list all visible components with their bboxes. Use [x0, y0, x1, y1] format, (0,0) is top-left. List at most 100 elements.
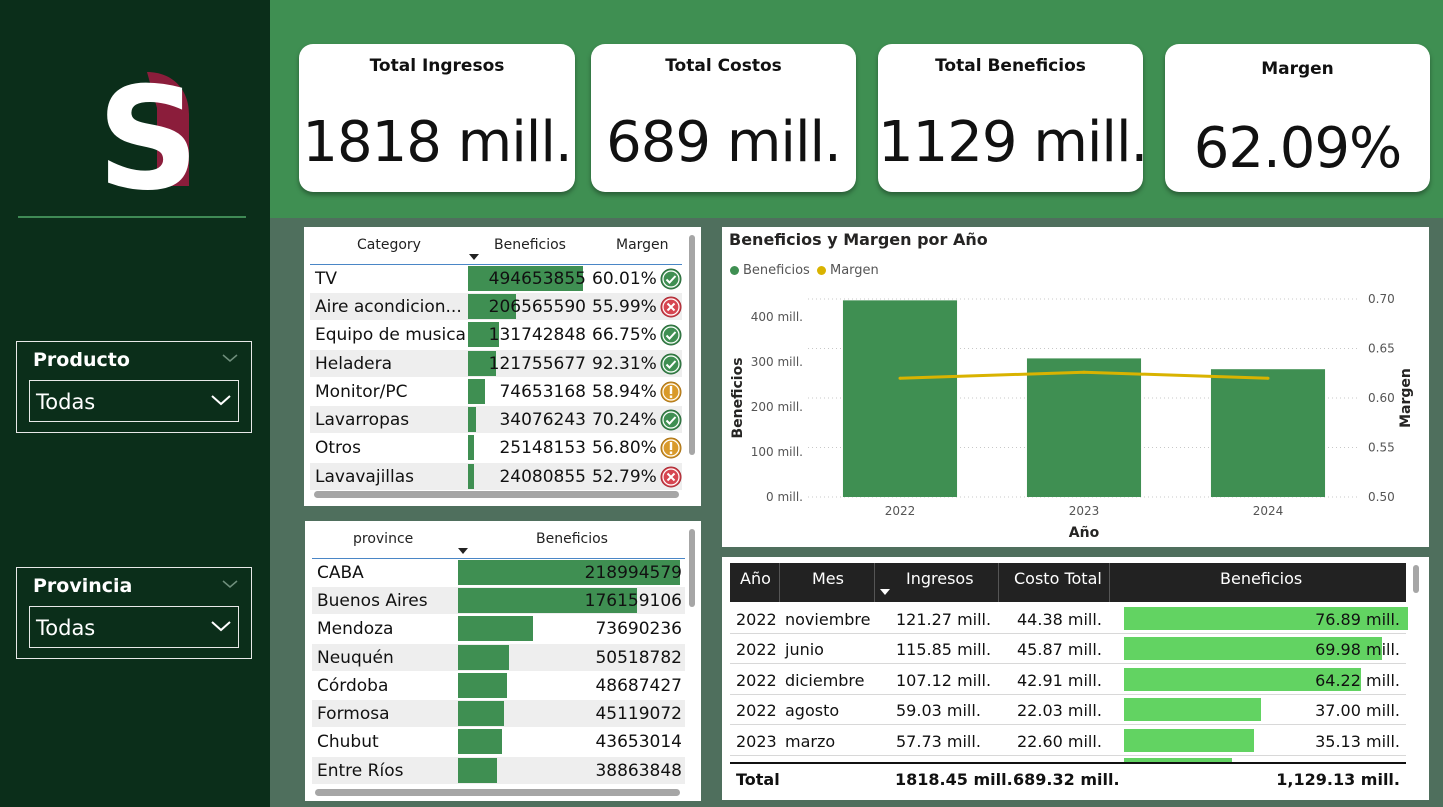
category-name: TV — [315, 269, 338, 289]
province-name: Córdoba — [317, 676, 389, 696]
table-row[interactable]: Mendoza 73690236 — [312, 615, 685, 642]
beneficios-value: 206565590 — [488, 297, 586, 317]
column-header-ingresos[interactable]: Ingresos — [906, 569, 974, 588]
chevron-down-icon[interactable] — [210, 619, 232, 633]
check-icon — [660, 268, 682, 290]
chevron-down-icon[interactable] — [210, 393, 232, 407]
beneficios-value: 73690236 — [595, 619, 682, 639]
margen-value: 70.24% — [592, 410, 657, 430]
margen-point-2022 — [898, 376, 902, 380]
x-tick-label: 2024 — [1253, 504, 1284, 518]
y-tick-label: 0 mill. — [766, 490, 803, 504]
legend-label: Beneficios — [743, 263, 810, 278]
provincia-dropdown[interactable]: Todas — [29, 606, 239, 648]
column-header-beneficios[interactable]: Beneficios — [494, 237, 566, 253]
horizontal-scrollbar[interactable] — [314, 491, 679, 498]
column-separator — [998, 563, 999, 602]
warning-icon — [660, 381, 682, 403]
month-cell: diciembre — [785, 671, 865, 690]
vertical-scrollbar[interactable] — [689, 235, 695, 455]
column-header-category[interactable]: Category — [357, 237, 421, 253]
province-rows: CABA 218994579 Buenos Aires 176159106 Mend… — [312, 559, 685, 785]
data-bar — [1124, 668, 1362, 691]
table-row[interactable]: TV 494653855 60.01% — [310, 265, 682, 292]
legend-item-margen[interactable]: Margen — [817, 263, 879, 278]
beneficios-cell: 34076243 — [468, 406, 586, 433]
total-costo: 689.32 mill. — [1013, 770, 1120, 789]
column-header-province[interactable]: province — [353, 531, 414, 547]
beneficios-value: 34076243 — [499, 410, 586, 430]
table-row[interactable]: Otros 25148153 56.80% — [310, 434, 682, 461]
beneficios-value: 50518782 — [595, 648, 682, 668]
column-header-year[interactable]: Año — [740, 569, 771, 588]
table-row[interactable]: Neuquén 50518782 — [312, 644, 685, 671]
beneficios-value: 218994579 — [584, 563, 682, 583]
beneficios-cell: 73690236 — [458, 615, 682, 642]
table-row[interactable]: 2023 marzo 57.73 mill. 22.60 mill. 35.13 mil… — [730, 726, 1406, 756]
chevron-down-icon[interactable] — [221, 352, 239, 364]
column-header-margen[interactable]: Margen — [616, 237, 669, 253]
kpi-value: 1818 mill. — [302, 110, 572, 175]
monthly-table-header: Año Mes Ingresos Costo Total Beneficios — [730, 563, 1406, 602]
y2-tick-label: 0.65 — [1368, 342, 1395, 356]
kpi-label: Total Ingresos — [369, 56, 505, 76]
table-row[interactable]: Aire acondicion... 206565590 55.99% — [310, 293, 682, 320]
table-row[interactable]: 2022 diciembre 107.12 mill. 42.91 mill. 64.2… — [730, 665, 1406, 695]
kpi-value: 62.09% — [1193, 116, 1403, 181]
beneficios-cell: 43653014 — [458, 728, 682, 755]
province-name: Mendoza — [317, 619, 394, 639]
table-row[interactable]: Chubut 43653014 — [312, 728, 685, 755]
beneficios-value: 24080855 — [499, 467, 586, 487]
table-row[interactable]: Formosa 45119072 — [312, 700, 685, 727]
category-name: Lavarropas — [315, 410, 410, 430]
y2-axis-label: Margen — [1398, 368, 1414, 428]
y-tick-label: 300 mill. — [751, 355, 803, 369]
beneficios-cell: 121755677 — [468, 350, 586, 377]
category-rows: TV 494653855 60.01% Aire acondicion... 2065… — [310, 265, 682, 491]
table-row[interactable]: Heladera 121755677 92.31% — [310, 350, 682, 377]
vertical-scrollbar[interactable] — [689, 529, 695, 607]
legend-item-beneficios[interactable]: Beneficios — [730, 263, 810, 278]
kpi-card-beneficios[interactable]: Total Beneficios 1129 mill. — [878, 44, 1148, 192]
category-name: Heladera — [315, 354, 393, 374]
horizontal-scrollbar[interactable] — [315, 789, 680, 796]
data-bar — [458, 588, 637, 613]
chevron-down-icon[interactable] — [221, 578, 239, 590]
beneficios-value: 38863848 — [595, 761, 682, 781]
table-row[interactable]: Lavarropas 34076243 70.24% — [310, 406, 682, 433]
kpi-label: Total Costos — [665, 56, 782, 76]
provincia-dropdown-value: Todas — [36, 616, 96, 640]
table-row[interactable]: Buenos Aires 176159106 — [312, 587, 685, 614]
beneficios-cell: 45119072 — [458, 700, 682, 727]
column-header-beneficios[interactable]: Beneficios — [536, 531, 608, 547]
table-row[interactable]: CABA 218994579 — [312, 559, 685, 586]
table-row[interactable]: Equipo de musica 131742848 66.75% — [310, 321, 682, 348]
kpi-card-costos[interactable]: Total Costos 689 mill. — [591, 44, 856, 192]
vertical-scrollbar[interactable] — [1413, 565, 1419, 593]
warning-icon — [660, 437, 682, 459]
header-underline — [312, 558, 685, 559]
sidebar: S Producto Todas Provincia Todas — [0, 0, 270, 807]
category-name: Lavavajillas — [315, 467, 415, 487]
producto-dropdown[interactable]: Todas — [29, 380, 239, 422]
table-row[interactable]: 2022 noviembre 121.27 mill. 44.38 mill. 76.8… — [730, 604, 1408, 634]
table-row[interactable]: Monitor/PC 74653168 58.94% — [310, 378, 682, 405]
table-row[interactable]: Córdoba 48687427 — [312, 672, 685, 699]
table-row[interactable]: Entre Ríos 38863848 — [312, 757, 685, 784]
check-icon — [660, 409, 682, 431]
ingresos-cell: 115.85 mill. — [896, 640, 992, 659]
legend-label: Margen — [830, 263, 879, 278]
table-row[interactable]: 2022 junio 115.85 mill. 45.87 mill. 69.98 mi… — [730, 634, 1406, 664]
column-header-beneficios[interactable]: Beneficios — [1220, 569, 1303, 588]
table-row[interactable]: 2022 agosto 59.03 mill. 22.03 mill. 37.00 mi… — [730, 695, 1406, 725]
data-bar — [458, 758, 498, 783]
kpi-card-margen[interactable]: Margen 62.09% — [1165, 44, 1430, 192]
kpi-card-ingresos[interactable]: Total Ingresos 1818 mill. — [299, 44, 575, 192]
column-header-month[interactable]: Mes — [812, 569, 844, 588]
beneficios-value: 25148153 — [499, 438, 586, 458]
header-underline — [310, 264, 682, 265]
margen-value: 92.31% — [592, 354, 657, 374]
beneficios-cell: 48687427 — [458, 672, 682, 699]
column-header-costo-total[interactable]: Costo Total — [1014, 569, 1102, 588]
table-row[interactable]: Lavavajillas 24080855 52.79% — [310, 463, 682, 490]
